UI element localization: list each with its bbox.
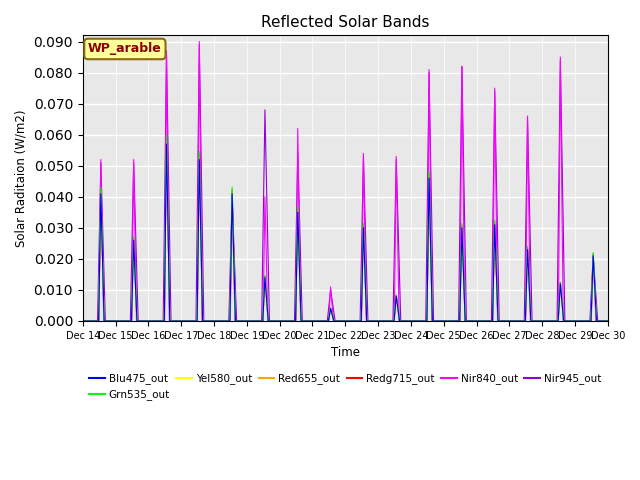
- Nir945_out: [429, 288, 437, 294]
- Red655_out: [429, 318, 437, 324]
- Legend: Blu475_out, Grn535_out, Yel580_out, Red655_out, Redg715_out, Nir840_out, Nir945_: Blu475_out, Grn535_out, Yel580_out, Red6…: [85, 369, 606, 405]
- Red655_out: [490, 251, 498, 256]
- Blu475_out: [170, 318, 177, 324]
- Red655_out: [419, 318, 426, 324]
- Nir840_out: [195, 39, 203, 45]
- Blu475_out: [490, 252, 498, 258]
- Line: Blu475_out: Blu475_out: [83, 144, 608, 321]
- Grn535_out: [170, 318, 177, 324]
- Yel580_out: [490, 255, 498, 261]
- Nir945_out: [419, 318, 426, 324]
- Nir945_out: [170, 318, 177, 324]
- Line: Grn535_out: Grn535_out: [83, 135, 608, 321]
- Redg715_out: [490, 250, 498, 256]
- Yel580_out: [419, 318, 426, 324]
- Line: Red655_out: Red655_out: [83, 141, 608, 321]
- Blu475_out: [79, 318, 86, 324]
- Nir945_out: [195, 42, 203, 48]
- Line: Yel580_out: Yel580_out: [83, 153, 608, 321]
- Blu475_out: [467, 318, 475, 324]
- Nir840_out: [419, 318, 426, 324]
- Line: Nir840_out: Nir840_out: [83, 42, 608, 321]
- Blu475_out: [604, 318, 612, 324]
- Nir840_out: [79, 318, 86, 324]
- Grn535_out: [419, 318, 426, 324]
- Nir840_out: [429, 318, 437, 324]
- Grn535_out: [490, 249, 498, 254]
- Red655_out: [604, 318, 612, 324]
- Nir945_out: [490, 136, 498, 142]
- Line: Redg715_out: Redg715_out: [83, 139, 608, 321]
- Yel580_out: [483, 318, 490, 324]
- Blu475_out: [163, 141, 170, 147]
- Yel580_out: [170, 318, 177, 324]
- Grn535_out: [79, 318, 86, 324]
- Grn535_out: [429, 318, 437, 324]
- Yel580_out: [79, 318, 86, 324]
- Red655_out: [483, 318, 490, 324]
- Red655_out: [467, 318, 475, 324]
- Redg715_out: [604, 318, 612, 324]
- Redg715_out: [79, 318, 86, 324]
- Nir945_out: [483, 318, 490, 324]
- Yel580_out: [163, 150, 170, 156]
- Nir945_out: [467, 318, 475, 324]
- Nir840_out: [483, 318, 490, 324]
- Redg715_out: [429, 318, 437, 324]
- Nir840_out: [490, 168, 498, 174]
- Yel580_out: [604, 318, 612, 324]
- Red655_out: [170, 318, 177, 324]
- Grn535_out: [467, 318, 475, 324]
- Blu475_out: [483, 318, 490, 324]
- Blu475_out: [419, 318, 426, 324]
- Redg715_out: [483, 318, 490, 324]
- Y-axis label: Solar Raditaion (W/m2): Solar Raditaion (W/m2): [15, 109, 28, 247]
- Nir840_out: [604, 318, 612, 324]
- Title: Reflected Solar Bands: Reflected Solar Bands: [261, 15, 429, 30]
- Redg715_out: [419, 318, 426, 324]
- Blu475_out: [429, 318, 437, 324]
- Red655_out: [79, 318, 86, 324]
- Redg715_out: [163, 136, 170, 142]
- Nir945_out: [604, 318, 612, 324]
- Grn535_out: [604, 318, 612, 324]
- Grn535_out: [483, 318, 490, 324]
- Yel580_out: [467, 318, 475, 324]
- Grn535_out: [163, 132, 170, 138]
- Redg715_out: [467, 318, 475, 324]
- X-axis label: Time: Time: [331, 346, 360, 359]
- Red655_out: [163, 138, 170, 144]
- Text: WP_arable: WP_arable: [88, 42, 162, 56]
- Yel580_out: [429, 318, 437, 324]
- Redg715_out: [170, 318, 177, 324]
- Nir840_out: [467, 318, 475, 324]
- Nir945_out: [79, 318, 86, 324]
- Line: Nir945_out: Nir945_out: [83, 45, 608, 321]
- Nir840_out: [170, 318, 177, 324]
